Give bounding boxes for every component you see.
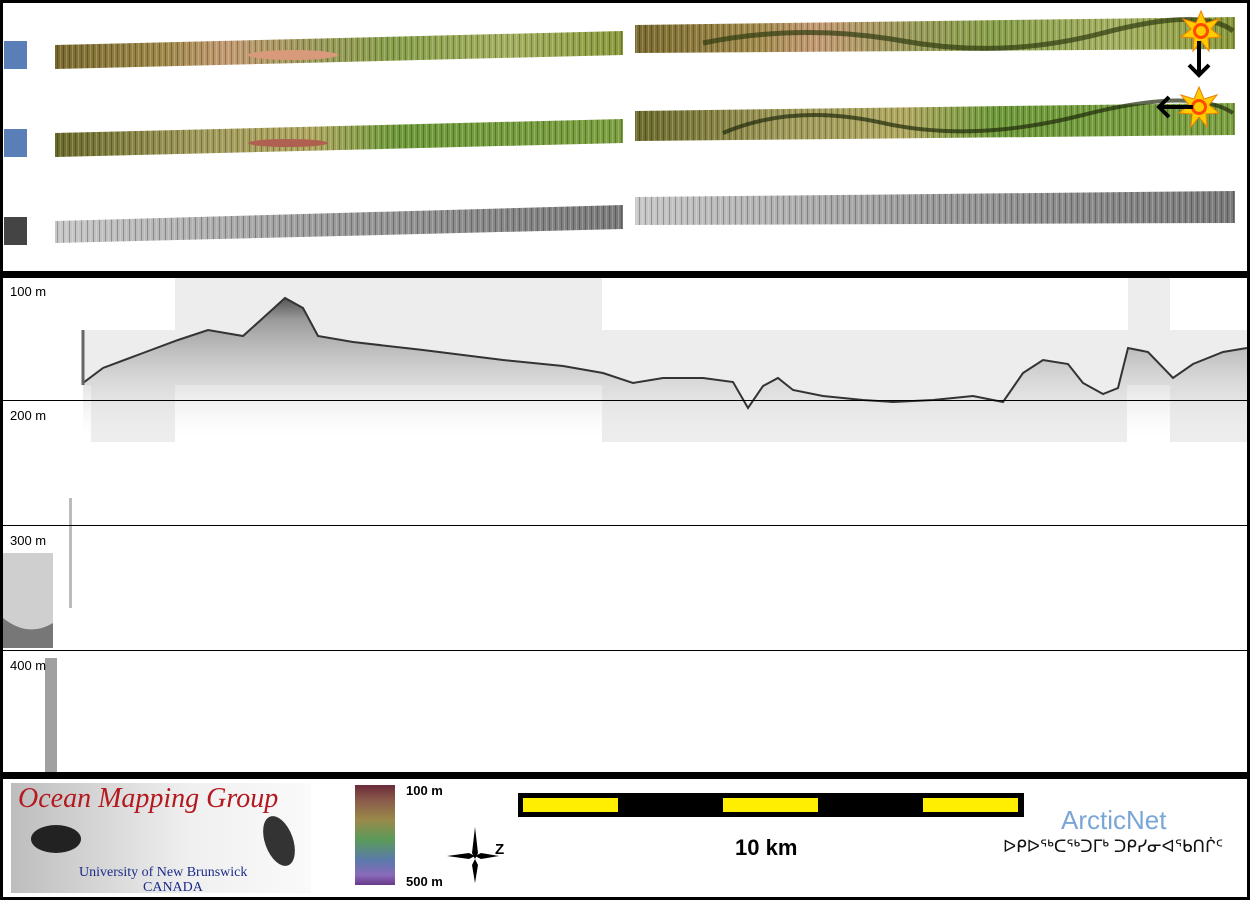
seabed-echo-fill — [83, 298, 1247, 438]
colorbar-bottom-label: 500 m — [406, 874, 443, 889]
legend-panel: Ocean Mapping Group University of New Br… — [3, 779, 1247, 897]
arcticnet-logo-text: ArcticNet — [1061, 805, 1167, 835]
omg-logo-title: Ocean Mapping Group — [18, 783, 279, 814]
profile-echogram — [3, 278, 1247, 772]
swath-stub-1 — [4, 41, 27, 69]
north-arrow-icon — [447, 827, 499, 883]
depth-colorbar — [355, 785, 395, 885]
swath-strip-shaded-2 — [55, 98, 1235, 157]
omg-logo-country: CANADA — [143, 880, 203, 893]
depth-gridline — [3, 650, 1247, 651]
depth-profile-panel: 100 m 200 m 300 m 400 m — [3, 278, 1247, 772]
arrow-left-icon — [1156, 95, 1193, 119]
scale-label: 10 km — [735, 835, 798, 860]
swath-strip-backscatter — [55, 191, 1235, 243]
scale-segment — [723, 798, 818, 812]
swath-strips — [4, 9, 1235, 245]
north-label: Z — [495, 841, 505, 858]
depth-label-400: 400 m — [10, 658, 47, 673]
scale-segment — [523, 798, 618, 812]
depth-label-300: 300 m — [10, 533, 47, 548]
seabed-profile-line — [82, 296, 1247, 410]
swath-panel — [3, 3, 1247, 271]
arrow-down-icon — [1187, 41, 1211, 78]
sun-icon — [1179, 9, 1223, 53]
depth-gridline — [3, 400, 1247, 401]
swath-strip-shaded-1 — [55, 17, 1235, 69]
sonar-illustration — [31, 816, 295, 866]
swath-stub-2 — [4, 129, 27, 157]
depth-label-100: 100 m — [10, 284, 47, 299]
arcticnet-syllabics: ᐅᑭᐅᖅᑕᖅᑐᒥᒃ ᑐᑭᓯᓂᐊᖃᑎᒌᑦ — [1003, 837, 1224, 856]
sun-icon — [1177, 85, 1221, 129]
omg-logo-university: University of New Brunswick — [79, 865, 248, 880]
depth-label-200: 200 m — [10, 408, 47, 423]
scale-segment — [923, 798, 1018, 812]
scale-bar — [518, 793, 1024, 817]
depth-gridline — [3, 525, 1247, 526]
omg-logo: Ocean Mapping Group University of New Br… — [11, 783, 311, 893]
colorbar-top-label: 100 m — [406, 783, 443, 798]
swath-stub-3 — [4, 217, 27, 245]
